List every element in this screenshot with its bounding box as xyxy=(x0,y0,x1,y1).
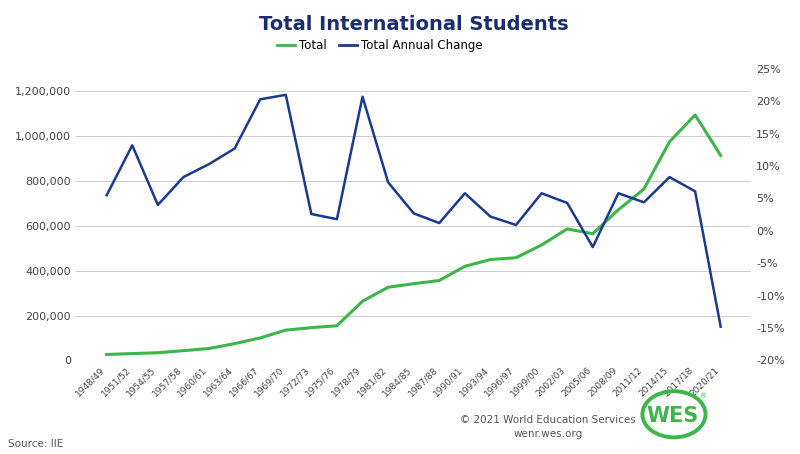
Legend: Total, Total Annual Change: Total, Total Annual Change xyxy=(272,34,488,56)
Title: Total International Students: Total International Students xyxy=(259,15,569,34)
Text: ®: ® xyxy=(700,394,707,400)
Text: WES: WES xyxy=(646,406,699,426)
Text: Source: IIE: Source: IIE xyxy=(8,439,63,449)
Text: © 2021 World Education Services
wenr.wes.org: © 2021 World Education Services wenr.wes… xyxy=(460,415,636,439)
